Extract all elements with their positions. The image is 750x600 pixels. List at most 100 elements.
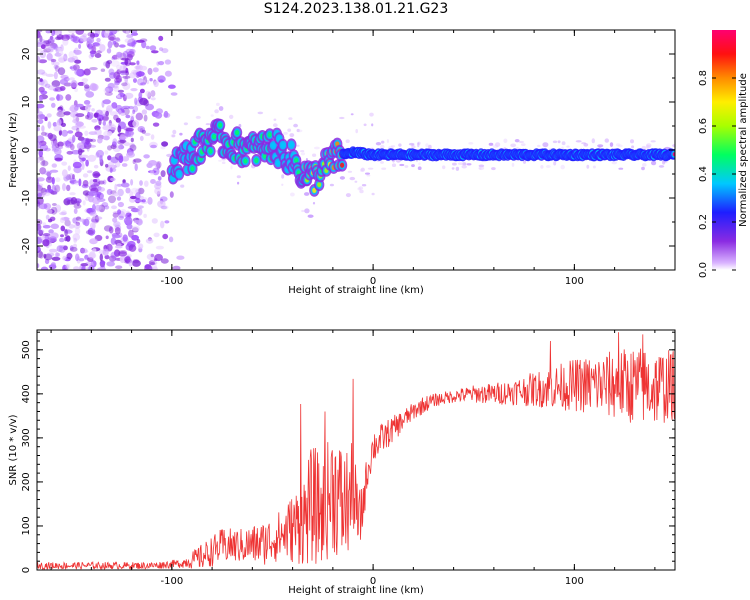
scatter-blob <box>354 180 358 183</box>
scatter-blob <box>391 163 397 167</box>
noise-blob <box>89 82 97 91</box>
snr-xtick-label: 100 <box>565 576 584 587</box>
noise-blob <box>150 253 154 258</box>
noise-blob <box>154 253 164 262</box>
scatter-blob <box>552 140 558 144</box>
noise-blob <box>85 114 90 120</box>
colorbar-tick-label: 0.4 <box>698 166 709 182</box>
noise-blob <box>51 30 56 37</box>
noise-blob <box>130 88 138 92</box>
noise-blob <box>104 91 113 96</box>
noise-blob <box>37 55 41 63</box>
noise-blob <box>63 53 68 62</box>
noise-blob <box>65 263 71 270</box>
noise-blob <box>99 253 104 262</box>
noise-blob <box>118 251 128 257</box>
noise-blob <box>88 195 94 203</box>
noise-blob <box>125 127 134 132</box>
trace-blob <box>271 142 276 148</box>
noise-blob <box>80 248 88 254</box>
noise-blob <box>96 114 104 122</box>
noise-blob <box>44 234 49 241</box>
noise-blob <box>52 184 60 190</box>
scatter-blob <box>491 167 496 171</box>
noise-blob <box>37 229 45 234</box>
noise-blob <box>113 192 119 197</box>
scatter-blob <box>381 167 387 170</box>
noise-blob <box>125 48 134 55</box>
scatter-blob <box>425 143 429 148</box>
noise-blob <box>115 265 123 270</box>
noise-blob <box>110 237 117 245</box>
noise-blob <box>64 219 71 227</box>
noise-blob <box>158 79 164 83</box>
noise-blob <box>37 157 41 164</box>
scatter-blob <box>452 162 457 166</box>
scatter-blob <box>369 112 374 117</box>
noise-blob <box>126 223 133 230</box>
scatter-blob <box>304 192 310 196</box>
noise-blob <box>161 141 169 147</box>
noise-blob <box>150 97 156 101</box>
noise-blob <box>40 44 46 50</box>
scatter-blob <box>238 123 242 128</box>
scatter-blob <box>361 184 367 187</box>
trace-blob <box>254 157 259 163</box>
noise-blob <box>58 55 67 61</box>
noise-blob <box>70 80 78 88</box>
noise-blob <box>116 196 122 201</box>
noise-blob <box>144 264 153 270</box>
noise-blob <box>37 201 41 207</box>
noise-blob <box>160 205 169 210</box>
scatter-blob <box>521 143 526 147</box>
noise-blob <box>104 205 110 210</box>
noise-blob <box>126 30 130 35</box>
noise-blob <box>160 205 168 210</box>
noise-blob <box>109 124 117 131</box>
scatter-blob <box>466 163 472 166</box>
spectrogram-ytick-label: -10 <box>21 190 32 206</box>
noise-blob <box>150 179 156 184</box>
noise-blob <box>57 67 66 76</box>
scatter-blob <box>312 153 317 157</box>
noise-blob <box>59 212 67 216</box>
noise-blob <box>133 219 143 224</box>
noise-blob <box>139 65 148 71</box>
noise-blob <box>78 258 85 262</box>
noise-blob <box>161 48 169 54</box>
noise-blob <box>98 180 105 185</box>
noise-blob <box>96 37 101 43</box>
noise-blob <box>139 180 143 186</box>
noise-blob <box>58 57 66 63</box>
noise-blob <box>137 205 144 209</box>
scatter-blob <box>380 144 385 149</box>
noise-blob <box>66 252 73 260</box>
noise-blob <box>73 237 78 243</box>
noise-blob <box>94 125 101 131</box>
noise-blob <box>53 71 58 80</box>
noise-blob <box>65 264 69 270</box>
noise-blob <box>64 228 68 237</box>
scatter-blob <box>542 142 549 148</box>
noise-blob <box>40 266 49 270</box>
noise-blob <box>73 223 81 229</box>
scatter-blob <box>495 142 501 148</box>
noise-blob <box>78 43 82 49</box>
noise-blob <box>163 110 169 118</box>
scatter-blob <box>205 123 211 126</box>
noise-blob <box>134 199 144 203</box>
noise-blob <box>74 87 78 93</box>
snr-xlabel: Height of straight line (km) <box>288 585 424 596</box>
trace-blob <box>294 157 299 163</box>
noise-blob <box>118 250 127 254</box>
spectrogram-ytick-label: 20 <box>21 48 32 61</box>
noise-blob <box>43 253 53 261</box>
noise-blob <box>120 209 127 215</box>
noise-blob <box>97 137 103 144</box>
noise-blob <box>107 33 116 42</box>
noise-blob <box>126 34 133 39</box>
noise-blob <box>51 256 61 261</box>
noise-blob <box>45 30 49 34</box>
noise-blob <box>69 180 79 184</box>
noise-blob <box>67 130 74 134</box>
